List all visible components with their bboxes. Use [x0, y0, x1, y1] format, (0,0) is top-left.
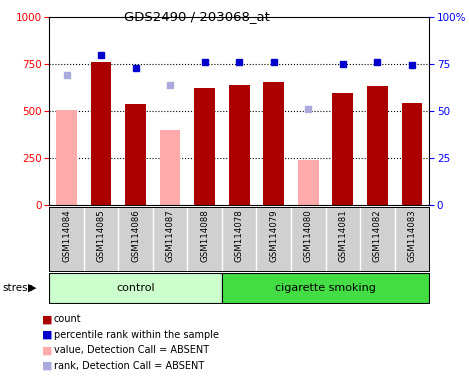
Text: cigarette smoking: cigarette smoking: [275, 283, 376, 293]
Text: GSM114080: GSM114080: [304, 209, 313, 262]
Text: value, Detection Call = ABSENT: value, Detection Call = ABSENT: [54, 345, 209, 355]
Bar: [229, 85, 250, 205]
Text: percentile rank within the sample: percentile rank within the sample: [54, 330, 219, 340]
Text: GSM114086: GSM114086: [131, 209, 140, 262]
Bar: [160, 130, 181, 205]
Text: ■: ■: [42, 345, 52, 355]
Text: ■: ■: [42, 330, 52, 340]
Text: GSM114087: GSM114087: [166, 209, 174, 262]
Text: count: count: [54, 314, 82, 324]
Text: GSM114078: GSM114078: [234, 209, 244, 262]
Bar: [367, 86, 388, 205]
Text: GSM114088: GSM114088: [200, 209, 209, 262]
Text: GSM114082: GSM114082: [373, 209, 382, 262]
Text: GSM114084: GSM114084: [62, 209, 71, 262]
Text: GSM114081: GSM114081: [338, 209, 348, 262]
Text: ■: ■: [42, 361, 52, 371]
Text: rank, Detection Call = ABSENT: rank, Detection Call = ABSENT: [54, 361, 204, 371]
Bar: [125, 104, 146, 205]
Bar: [264, 82, 284, 205]
Bar: [222, 273, 429, 303]
Bar: [49, 273, 222, 303]
Text: GSM114085: GSM114085: [97, 209, 106, 262]
Text: GSM114083: GSM114083: [408, 209, 416, 262]
Bar: [333, 93, 353, 205]
Text: ▶: ▶: [28, 283, 36, 293]
Text: GSM114079: GSM114079: [269, 209, 278, 262]
Bar: [56, 111, 77, 205]
Bar: [401, 103, 422, 205]
Bar: [194, 88, 215, 205]
Bar: [91, 63, 112, 205]
Text: GDS2490 / 203068_at: GDS2490 / 203068_at: [124, 10, 270, 23]
Text: ■: ■: [42, 314, 52, 324]
Text: stress: stress: [2, 283, 33, 293]
Text: control: control: [116, 283, 155, 293]
Bar: [298, 160, 318, 205]
